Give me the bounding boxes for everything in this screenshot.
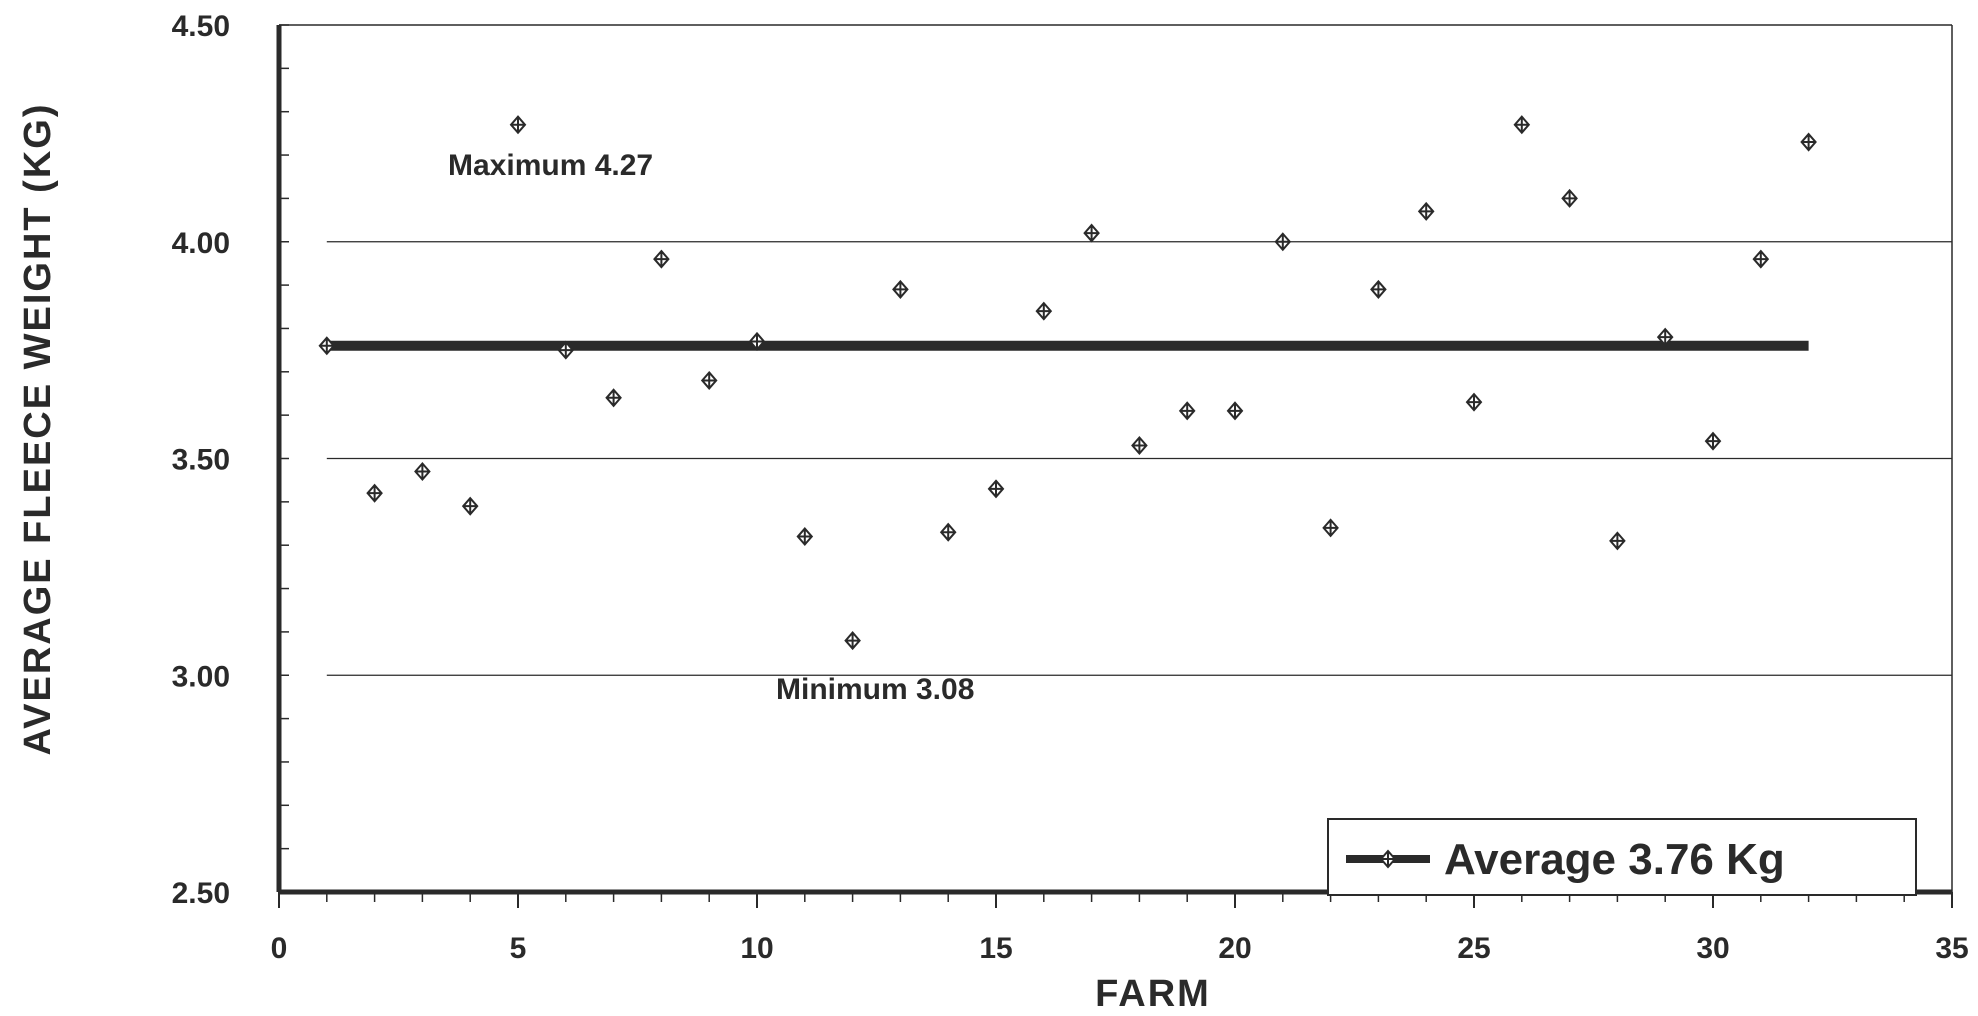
legend-marker [1379,849,1397,869]
y-tick-label: 4.50 [172,10,230,43]
data-point-marker [557,340,575,360]
data-point [1609,531,1626,551]
data-point [1417,201,1435,221]
data-point [1322,518,1339,538]
data-point [1513,115,1531,135]
data-point-marker [509,115,527,135]
data-point [461,496,479,516]
data-point-marker [414,461,431,482]
data-point-marker [1609,531,1626,551]
data-point [1274,232,1292,252]
data-point-marker [1704,431,1722,451]
data-point [939,522,957,542]
data-point [1800,132,1817,152]
data-point-marker [748,331,766,351]
y-tick-label: 3.50 [172,444,230,477]
max-annotation: Maximum 4.27 [448,149,653,182]
data-point [653,249,670,269]
data-point-marker [1513,115,1531,135]
x-tick-label: 35 [1935,932,1968,965]
data-point-marker [1274,232,1292,252]
data-point-marker [605,388,622,408]
data-point [509,115,527,135]
data-point [1370,279,1387,299]
data-point [700,370,718,390]
data-point [1561,188,1578,208]
data-point-marker [1561,188,1578,208]
data-point-marker [1656,327,1674,347]
data-point-marker [1083,223,1100,243]
data-point-marker [987,479,1005,499]
data-point-marker [1131,435,1148,456]
data-point-marker [892,279,909,299]
legend-label: Average 3.76 Kg [1444,835,1785,884]
data-point-marker [1226,401,1244,421]
data-point [844,631,861,651]
data-point-marker [461,496,479,516]
data-point [987,479,1005,499]
y-axis-title: AVERAGE FLEECE WEIGHT (KG) [17,103,59,756]
data-point [1752,249,1770,269]
x-tick-label: 20 [1218,932,1251,965]
data-point [318,336,336,356]
data-point [1083,223,1100,243]
data-point-marker [1178,401,1196,421]
min-annotation: Minimum 3.08 [776,673,974,706]
data-point [414,461,431,482]
y-tick-label: 3.00 [172,660,230,693]
data-point [1656,327,1674,347]
data-point [748,331,766,351]
data-points [318,115,1817,651]
data-point-marker [1752,249,1770,269]
legend: Average 3.76 Kg [1327,818,1917,896]
data-point-marker [1465,392,1483,412]
data-point-marker [318,336,336,356]
data-point [366,483,383,503]
data-point [796,527,814,547]
data-point-marker [939,522,957,542]
data-point-marker [700,370,718,390]
data-point [1704,431,1722,451]
data-point-marker [1035,301,1053,321]
data-point [1465,392,1483,412]
data-point [1035,301,1053,321]
data-point [892,279,909,299]
y-tick-label: 4.00 [172,227,230,260]
tick-labels: 0 5 10 15 20 25 30 35 2.50 3.00 3.50 4.00 4.50 [172,10,1969,965]
data-point-marker [1800,132,1817,152]
data-point-marker [1417,201,1435,221]
data-point-marker [1370,279,1387,299]
data-point [1226,401,1244,421]
x-tick-label: 25 [1457,932,1490,965]
x-axis-title: FARM [1095,973,1211,1015]
data-point [605,388,622,408]
x-tick-label: 10 [740,932,773,965]
x-tick-label: 30 [1696,932,1729,965]
data-point-marker [844,631,861,651]
x-tick-label: 15 [979,932,1012,965]
x-tick-label: 0 [271,932,288,965]
data-point-marker [796,527,814,547]
data-point [557,340,575,360]
y-tick-label: 2.50 [172,877,230,910]
data-point [1178,401,1196,421]
data-point-marker [1322,518,1339,538]
gridlines [326,241,1952,676]
x-tick-label: 5 [510,932,527,965]
data-point-marker [366,483,383,503]
data-point-marker [653,249,670,269]
data-point [1131,435,1148,456]
